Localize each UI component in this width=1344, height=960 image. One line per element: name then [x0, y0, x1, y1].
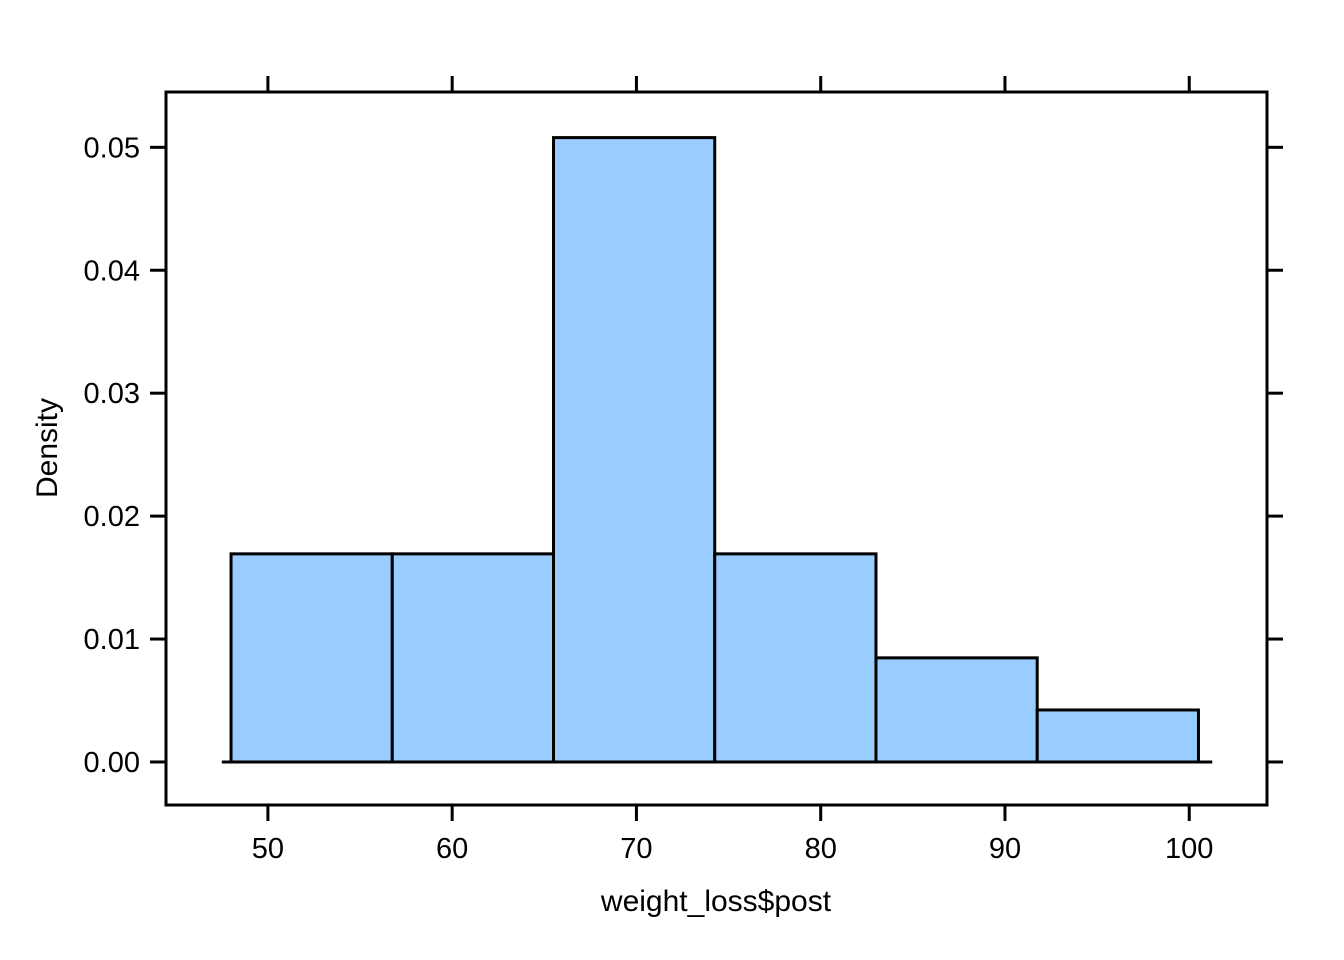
x-axis-title: weight_loss$post	[600, 885, 832, 918]
x-tick-label: 60	[436, 833, 468, 865]
plot-border-box	[164, 90, 1269, 807]
y-axis-title: Density	[31, 398, 64, 498]
y-tick-label: 0.01	[84, 624, 140, 656]
chart-layer: 50 60 70 80 90 100 0.00 0.01 0.02 0.03 0.04 0.05	[84, 76, 1283, 865]
x-tick-label: 50	[252, 833, 284, 865]
histogram-bar	[713, 552, 878, 764]
y-tick-label: 0.05	[84, 132, 140, 164]
histogram-bar	[390, 552, 556, 764]
histogram-bar	[874, 656, 1039, 764]
histogram-bar	[229, 552, 394, 764]
x-tick-label: 90	[989, 833, 1021, 865]
x-tick-label: 70	[620, 833, 652, 865]
y-tick-label: 0.03	[84, 378, 140, 410]
y-tick-label: 0.02	[84, 501, 140, 533]
y-tick-label: 0.00	[84, 747, 140, 779]
x-tick-label: 100	[1165, 833, 1213, 865]
x-tick-label: 80	[805, 833, 837, 865]
histogram-bar	[1035, 708, 1200, 764]
y-tick-label: 0.04	[84, 255, 140, 287]
histogram-bar	[552, 136, 717, 764]
